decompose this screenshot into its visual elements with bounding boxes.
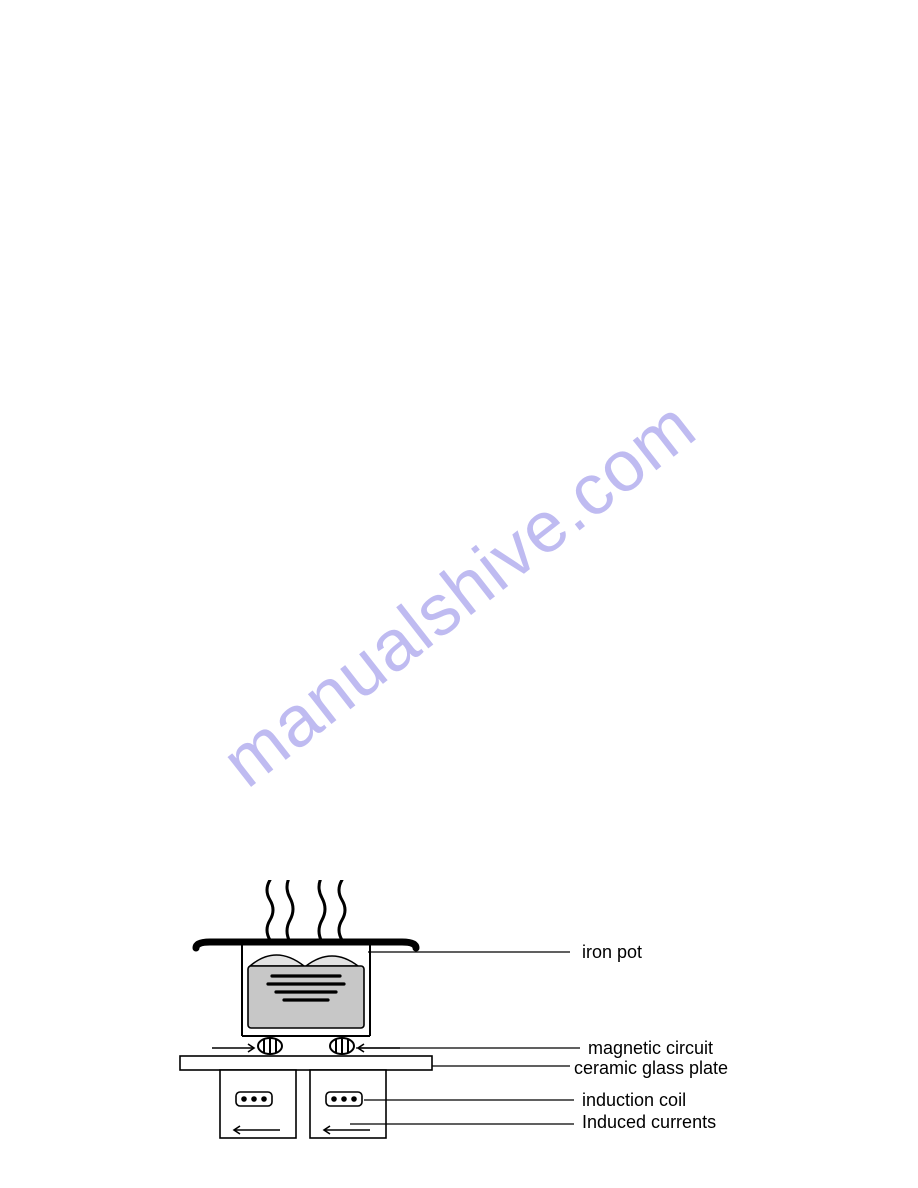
label-induction-coil: induction coil: [582, 1090, 686, 1111]
induction-diagram: iron pot magnetic circuit ceramic glass …: [150, 880, 790, 1180]
watermark-text: manualshive.com: [207, 385, 711, 804]
label-iron-pot: iron pot: [582, 942, 642, 963]
label-induced-currents: Induced currents: [582, 1112, 716, 1133]
leader-lines: [150, 880, 790, 1180]
label-ceramic-plate: ceramic glass plate: [574, 1058, 728, 1079]
label-magnetic-circuit: magnetic circuit: [588, 1038, 713, 1059]
